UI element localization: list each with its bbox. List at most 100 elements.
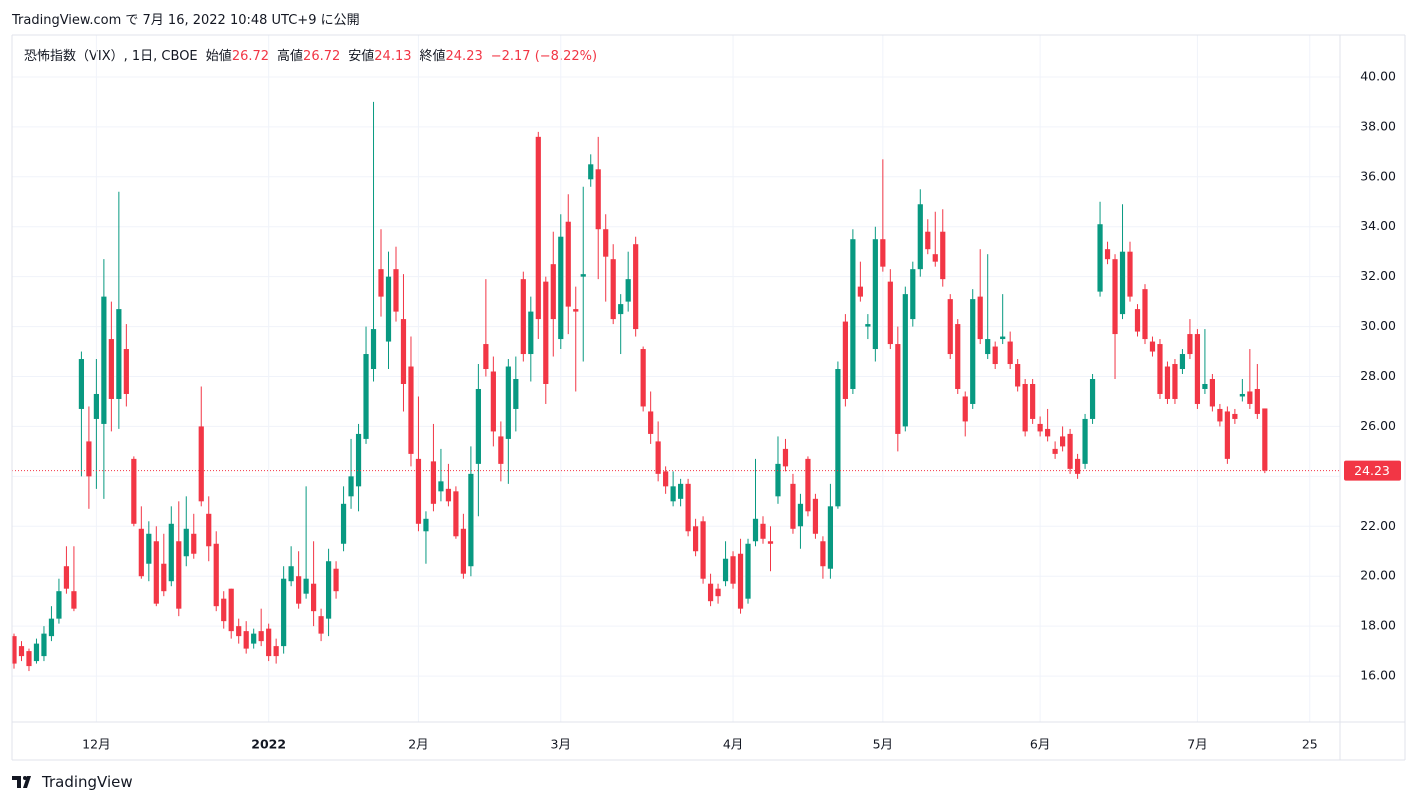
candle-body	[26, 651, 32, 667]
y-tick-label: 32.00	[1360, 268, 1396, 283]
candle-body	[565, 221, 571, 307]
candle-body	[41, 633, 47, 657]
candle-body	[303, 578, 309, 594]
brand-logo	[12, 776, 31, 788]
candle-body	[281, 578, 287, 647]
candle-body	[116, 309, 122, 399]
candle-body	[625, 279, 631, 302]
candle-body	[1187, 334, 1193, 355]
candle-body	[318, 616, 324, 634]
candle-body	[1074, 458, 1081, 474]
ohlc-label: 終値	[419, 49, 446, 64]
candle-body	[266, 628, 272, 657]
candle-body	[490, 371, 496, 432]
candle-body	[1007, 341, 1013, 365]
candle-body	[355, 433, 362, 487]
candle-body	[123, 349, 129, 394]
candle-body	[805, 458, 811, 512]
ohlc-label: 安値	[348, 49, 375, 64]
candle-body	[251, 633, 257, 644]
candle-body	[101, 296, 107, 424]
candle-body	[782, 448, 789, 467]
candle-body	[752, 518, 759, 542]
ohlc-label: 高値	[277, 49, 304, 64]
candle-body	[12, 636, 17, 664]
candle-body	[183, 528, 189, 557]
candle-body	[1000, 336, 1006, 340]
candle-body	[955, 324, 961, 389]
candle-body	[131, 458, 137, 524]
candle-body	[767, 541, 774, 544]
candles	[12, 101, 1340, 672]
candle-body	[445, 488, 452, 502]
candle-body	[161, 563, 167, 592]
last-price-label: 24.23	[1354, 463, 1390, 478]
x-tick-label: 5月	[873, 737, 893, 752]
candle-body	[168, 523, 174, 582]
candle-body	[910, 269, 916, 320]
candle-body	[655, 441, 661, 474]
candle-body	[715, 588, 721, 597]
candle-body	[333, 568, 339, 592]
candle-body	[1164, 366, 1171, 399]
candle-body	[18, 646, 25, 657]
candle-body	[1254, 388, 1260, 414]
candle-body	[1089, 378, 1096, 419]
candle-body	[925, 231, 931, 250]
candle-body	[1202, 383, 1208, 389]
x-tick-label: 12月	[82, 737, 110, 752]
candle-body	[722, 558, 729, 582]
candle-body	[1224, 411, 1230, 459]
axes: 16.0018.0020.0022.0024.0026.0028.0030.00…	[11, 34, 1406, 761]
candle-body	[558, 236, 564, 340]
candle-body	[1067, 433, 1073, 469]
candle-body	[812, 498, 819, 534]
y-tick-label: 28.00	[1360, 368, 1396, 383]
candle-body	[737, 553, 744, 609]
candle-body	[153, 541, 159, 604]
candle-body	[198, 426, 204, 502]
candle-body	[917, 204, 923, 270]
ohlc-value: 26.72	[303, 49, 341, 64]
y-tick-label: 30.00	[1360, 318, 1396, 333]
candle-body	[528, 311, 534, 355]
brand-name: TradingView	[42, 773, 133, 791]
y-tick-label: 36.00	[1360, 168, 1396, 183]
candle-body	[835, 369, 841, 507]
candle-body	[108, 339, 114, 399]
candle-body	[236, 626, 242, 637]
candle-body	[663, 471, 669, 487]
change-label: −2.17 (−8.22%)	[490, 49, 598, 64]
candle-body	[505, 366, 511, 439]
candle-body	[633, 244, 639, 330]
candle-body	[340, 503, 347, 544]
candle-body	[865, 324, 871, 327]
y-tick-label: 34.00	[1360, 218, 1396, 233]
candle-body	[475, 388, 481, 464]
candle-body	[1149, 341, 1156, 352]
candle-body	[1172, 364, 1178, 399]
x-tick-label: 2022	[251, 737, 286, 752]
candle-body	[842, 321, 848, 399]
candle-body	[1045, 428, 1051, 437]
x-tick-label: 2月	[408, 737, 428, 752]
candle-body	[1232, 413, 1238, 419]
candle-body	[1194, 334, 1201, 404]
candle-body	[370, 329, 377, 370]
candle-body	[670, 486, 676, 502]
candle-body	[1037, 423, 1043, 432]
x-tick-label: 3月	[551, 737, 571, 752]
candle-body	[385, 276, 392, 342]
candle-body	[258, 631, 264, 642]
candle-body	[790, 483, 796, 529]
candle-body	[71, 591, 77, 609]
x-tick-label: 7月	[1187, 737, 1207, 752]
ohlc-label: 始値	[205, 49, 232, 64]
candle-body	[1247, 391, 1253, 404]
candle-body	[1157, 344, 1163, 394]
candle-body	[1142, 289, 1148, 340]
candle-body	[221, 598, 227, 622]
candle-body	[820, 541, 826, 567]
